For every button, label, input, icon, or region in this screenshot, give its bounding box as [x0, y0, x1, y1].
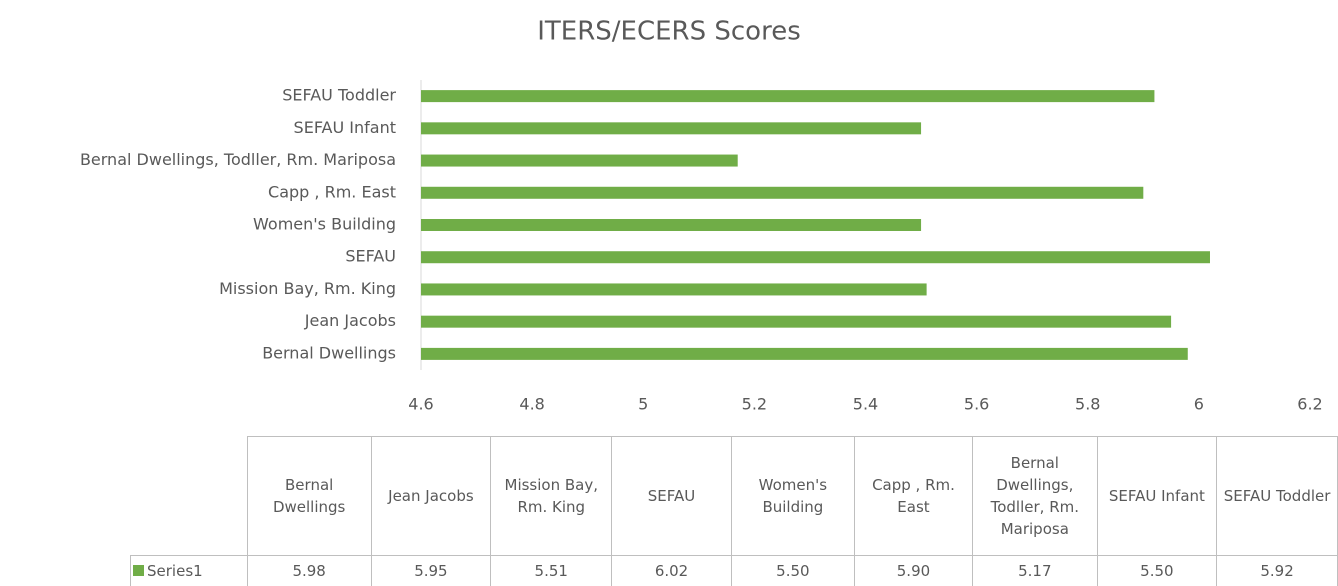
header-cell: Bernal Dwellings, Todller, Rm. Mariposa	[972, 436, 1098, 556]
value-cell: 5.98	[246, 555, 372, 586]
value-cell: 6.02	[611, 555, 732, 586]
y-tick-label: SEFAU Infant	[294, 118, 396, 137]
bar	[421, 219, 922, 231]
header-cell: SEFAU Infant	[1096, 436, 1218, 556]
x-tick-label: 5	[638, 395, 648, 414]
value-cell: 5.17	[972, 555, 1098, 586]
x-tick-label: 6.2	[1297, 395, 1322, 414]
header-cell: Women's Building	[730, 436, 855, 556]
value-cell: 5.92	[1216, 555, 1338, 586]
bar	[421, 347, 1188, 360]
legend-label: Series1	[147, 562, 203, 580]
bar	[421, 154, 738, 167]
data-table: Bernal Dwellings Jean Jacobs Mission Bay, …	[130, 436, 1338, 586]
x-tick-label: 5.2	[742, 395, 767, 414]
y-tick-label: Mission Bay, Rm. King	[219, 279, 396, 298]
header-cell: SEFAU Toddler	[1216, 436, 1338, 556]
header-cell: Mission Bay, Rm. King	[490, 436, 613, 556]
bar	[421, 283, 927, 296]
x-tick-label: 4.8	[519, 395, 544, 414]
corner-cell	[130, 436, 248, 556]
y-tick-label: Capp , Rm. East	[268, 182, 396, 201]
header-row: Bernal Dwellings Jean Jacobs Mission Bay, …	[130, 436, 1338, 556]
bar	[421, 251, 1210, 264]
y-tick-label: SEFAU	[345, 247, 396, 266]
value-cell: 5.51	[490, 555, 613, 586]
y-tick-label: Jean Jacobs	[304, 311, 396, 330]
bar	[421, 315, 1172, 328]
bar	[421, 186, 1144, 199]
value-cell: 5.50	[730, 555, 855, 586]
series-row: Series1 5.98 5.95 5.51 6.02 5.50 5.90 5.17 5.50 5…	[130, 555, 1338, 586]
bar	[421, 90, 1155, 103]
legend-swatch	[133, 565, 144, 576]
header-cell: Bernal Dwellings	[246, 436, 372, 556]
chart-title: ITERS/ECERS Scores	[537, 17, 801, 47]
bar	[421, 122, 922, 135]
header-cell: Jean Jacobs	[370, 436, 492, 556]
value-cell: 5.90	[853, 555, 974, 586]
x-tick-label: 5.8	[1075, 395, 1100, 414]
y-tick-label: SEFAU Toddler	[282, 86, 396, 105]
chart: ITERS/ECERS Scores 4.6 4.8 5 5.2 5.4 5.6 5.8 6 6…	[80, 17, 1323, 414]
y-tick-label: Women's Building	[253, 215, 396, 234]
y-tick-label: Bernal Dwellings	[262, 343, 396, 362]
x-tick-label: 6	[1194, 395, 1204, 414]
series-cell: Series1	[130, 555, 248, 586]
x-tick-label: 5.6	[964, 395, 989, 414]
value-cell: 5.95	[370, 555, 492, 586]
header-cell: SEFAU	[611, 436, 732, 556]
x-tick-label: 5.4	[853, 395, 878, 414]
y-tick-label: Bernal Dwellings, Todller, Rm. Mariposa	[80, 150, 396, 169]
header-cell: Capp , Rm. East	[853, 436, 974, 556]
value-cell: 5.50	[1096, 555, 1218, 586]
x-tick-label: 4.6	[408, 395, 433, 414]
